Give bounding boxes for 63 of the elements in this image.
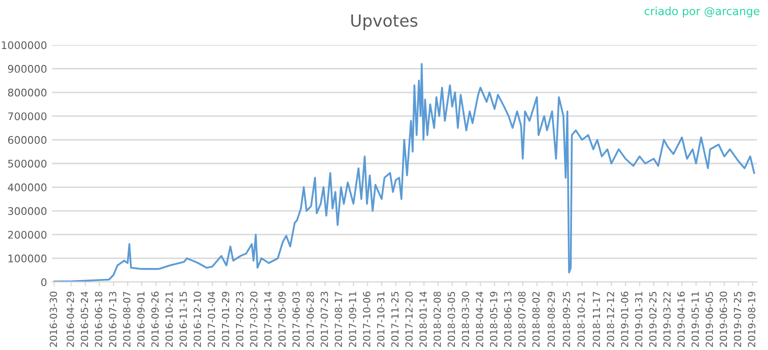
y-tick-label: 100000: [8, 254, 46, 262]
x-tick-label: 2018-04-24: [476, 292, 484, 347]
x-tick-label: 2016-06-18: [94, 292, 102, 347]
x-tick-label: 2018-03-05: [448, 292, 456, 347]
x-tick-label: 2016-04-29: [66, 292, 74, 347]
x-tick-label: 2017-08-17: [334, 292, 342, 347]
x-tick-label: 2019-05-11: [692, 292, 699, 347]
x-tick-label: 2017-01-04: [208, 292, 216, 347]
x-tick-label: 2019-03-22: [663, 292, 671, 347]
chart-title: Upvotes: [351, 14, 418, 30]
y-tick-label: 500000: [8, 160, 46, 168]
x-tick-label: 2019-04-16: [677, 292, 685, 347]
x-tick-label: 2017-07-23: [320, 292, 328, 347]
x-tick-label: 2017-06-28: [306, 292, 314, 347]
x-tick-label: 2019-06-05: [706, 292, 713, 347]
x-tick-label: 2017-01-29: [222, 292, 230, 347]
y-tick-label: 0: [41, 278, 46, 286]
y-tick-label: 700000: [8, 112, 46, 120]
x-tick-label: 2017-10-31: [377, 292, 384, 347]
x-tick-label: 2017-09-11: [348, 292, 356, 347]
x-tick-label: 2016-10-21: [165, 292, 173, 347]
x-tick-label: 2017-03-20: [250, 292, 258, 347]
y-tick-label: 400000: [8, 183, 46, 192]
x-tick-label: 2017-05-09: [278, 292, 286, 347]
x-tick-label: 2016-08-07: [123, 292, 130, 347]
x-tick-label: 2018-12-12: [606, 292, 614, 347]
x-tick-label: 2018-09-25: [562, 292, 570, 347]
y-tick-label: 900000: [8, 64, 46, 73]
x-tick-label: 2018-10-21: [577, 292, 585, 347]
y-tick-label: 800000: [8, 88, 46, 97]
x-tick-label: 2017-04-14: [264, 292, 272, 347]
x-tick-label: 2016-05-24: [80, 292, 88, 347]
x-tick-label: 2018-05-19: [490, 292, 498, 347]
x-tick-label: 2019-01-06: [620, 292, 628, 347]
x-tick-label: 2019-01-31: [635, 292, 642, 347]
x-tick-label: 2017-12-20: [405, 292, 413, 347]
x-tick-label: 2017-02-23: [236, 292, 244, 347]
x-tick-label: 2018-08-02: [532, 292, 540, 347]
x-tick-label: 2016-09-01: [137, 292, 145, 347]
x-tick-label: 2018-07-08: [518, 292, 526, 347]
x-tick-label: 2016-03-30: [50, 292, 58, 347]
x-tick-label: 2018-01-14: [419, 292, 427, 347]
x-tick-label: 2017-11-25: [391, 292, 399, 347]
x-tick-label: 2019-06-30: [720, 292, 728, 347]
x-tick-label: 2017-06-03: [292, 292, 300, 347]
text: criado por @arcange: [644, 6, 760, 18]
x-tick-label: 2017-10-06: [362, 292, 370, 347]
x-tick-label: 2016-07-13: [108, 292, 116, 347]
x-tick-label: 2018-11-17: [592, 292, 600, 347]
y-tick-label: 200000: [8, 230, 46, 239]
x-tick-label: 2018-03-30: [462, 292, 470, 347]
x-tick-label: 2018-02-08: [434, 292, 441, 347]
x-tick-label: 2016-12-10: [194, 292, 202, 347]
x-tick-label: 2016-11-15: [180, 292, 187, 347]
x-tick-label: 2019-08-19: [748, 292, 756, 347]
x-tick-label: 2016-09-26: [151, 292, 159, 347]
x-tick-label: 2018-06-13: [504, 292, 512, 347]
y-tick-label: 600000: [8, 136, 46, 144]
x-tick-label: 2019-07-25: [734, 292, 742, 347]
x-tick-label: 2019-02-25: [649, 292, 657, 347]
x-tick-label: 2018-08-29: [548, 292, 555, 347]
y-tick-label: 300000: [8, 207, 46, 216]
y-tick-label: 1000000: [2, 41, 46, 50]
